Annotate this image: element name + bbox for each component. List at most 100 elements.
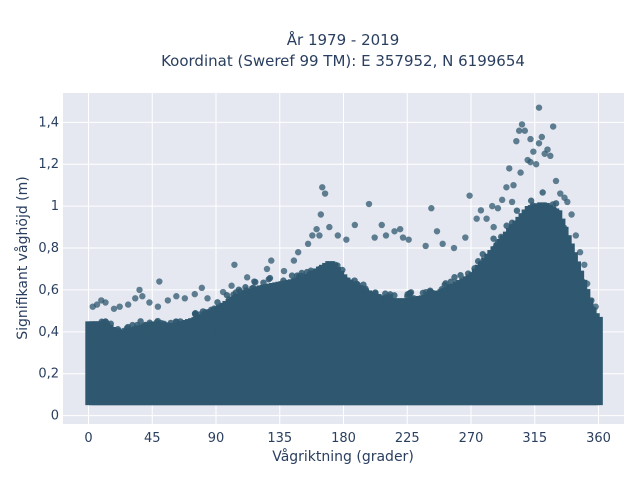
data-point bbox=[567, 282, 574, 290]
data-point bbox=[158, 327, 165, 334]
data-point bbox=[497, 233, 505, 241]
data-point bbox=[301, 291, 308, 299]
data-point bbox=[518, 264, 525, 271]
data-point bbox=[311, 281, 318, 288]
y-tick-label: 1 bbox=[51, 199, 59, 214]
data-point bbox=[551, 235, 558, 242]
data-point bbox=[141, 334, 148, 341]
data-point bbox=[297, 299, 304, 307]
data-point bbox=[552, 245, 559, 253]
y-tick-label: 0,4 bbox=[38, 325, 59, 340]
data-point bbox=[321, 190, 329, 197]
data-point bbox=[527, 197, 535, 204]
data-point bbox=[179, 338, 187, 345]
data-point bbox=[459, 310, 466, 317]
y-tick-label: 1,4 bbox=[38, 115, 59, 130]
data-point bbox=[540, 237, 548, 245]
data-point bbox=[496, 258, 503, 265]
data-point bbox=[489, 202, 496, 210]
data-point bbox=[340, 282, 347, 289]
y-tick-labels: 0 0,2 0,4 0,6 0,8 1 1,2 1,4 bbox=[38, 115, 59, 423]
data-point bbox=[268, 257, 275, 264]
data-point bbox=[201, 315, 209, 322]
data-point bbox=[140, 342, 147, 349]
data-point bbox=[252, 297, 260, 304]
data-point bbox=[265, 276, 272, 283]
data-point bbox=[309, 232, 316, 239]
chart-title-line2: Koordinat (Sweref 99 TM): E 357952, N 61… bbox=[161, 52, 525, 70]
data-point bbox=[192, 310, 199, 318]
data-point bbox=[513, 229, 521, 236]
data-point bbox=[439, 240, 446, 248]
data-point bbox=[543, 231, 550, 238]
data-point bbox=[332, 261, 339, 269]
data-point bbox=[210, 305, 218, 312]
data-point bbox=[556, 249, 563, 256]
data-point bbox=[378, 221, 385, 229]
data-point bbox=[343, 293, 350, 300]
data-point bbox=[557, 257, 564, 264]
data-point bbox=[114, 326, 122, 333]
data-point bbox=[519, 233, 526, 240]
data-point bbox=[191, 315, 199, 323]
data-point bbox=[124, 301, 132, 308]
data-point bbox=[173, 293, 180, 300]
data-point bbox=[574, 270, 582, 278]
data-point bbox=[533, 224, 541, 232]
data-point bbox=[527, 158, 534, 166]
data-point bbox=[487, 251, 494, 258]
data-point bbox=[438, 286, 445, 293]
data-point bbox=[510, 181, 517, 189]
data-point bbox=[286, 309, 293, 316]
data-point bbox=[292, 304, 299, 311]
data-point bbox=[214, 299, 221, 306]
data-point bbox=[317, 211, 325, 218]
data-point bbox=[549, 201, 557, 208]
data-point bbox=[555, 218, 562, 225]
data-point bbox=[391, 320, 398, 327]
data-point bbox=[146, 299, 153, 306]
data-point bbox=[422, 242, 429, 250]
data-point bbox=[466, 192, 473, 199]
data-point bbox=[477, 299, 485, 307]
data-point bbox=[536, 233, 543, 241]
data-point bbox=[374, 301, 382, 308]
data-point bbox=[484, 276, 491, 283]
data-point bbox=[503, 258, 511, 265]
data-point bbox=[404, 291, 411, 298]
data-point bbox=[190, 322, 197, 329]
data-point bbox=[542, 253, 549, 260]
data-point bbox=[433, 291, 441, 298]
data-point bbox=[579, 285, 586, 293]
data-point bbox=[204, 295, 211, 302]
data-point bbox=[583, 280, 591, 287]
data-point bbox=[260, 279, 267, 286]
data-point bbox=[326, 223, 333, 231]
data-point bbox=[474, 289, 482, 296]
data-point bbox=[503, 222, 510, 229]
data-point bbox=[535, 248, 543, 255]
data-point bbox=[522, 250, 529, 258]
data-point bbox=[349, 315, 357, 322]
data-point bbox=[520, 239, 527, 246]
data-point bbox=[303, 268, 311, 276]
data-point bbox=[513, 207, 521, 214]
data-point bbox=[492, 249, 500, 257]
data-point bbox=[155, 342, 162, 350]
data-point bbox=[350, 299, 357, 306]
data-point bbox=[473, 274, 480, 282]
data-point bbox=[95, 325, 103, 332]
data-point bbox=[395, 324, 403, 332]
data-point bbox=[311, 305, 318, 312]
data-point bbox=[428, 205, 435, 212]
data-point bbox=[521, 127, 529, 134]
data-point bbox=[295, 273, 303, 280]
data-point bbox=[376, 317, 384, 325]
data-point bbox=[286, 286, 293, 293]
data-point bbox=[127, 333, 134, 340]
data-point bbox=[158, 334, 165, 342]
data-point bbox=[280, 267, 288, 275]
data-point bbox=[246, 301, 253, 309]
data-point bbox=[493, 269, 501, 277]
data-point bbox=[399, 234, 407, 241]
